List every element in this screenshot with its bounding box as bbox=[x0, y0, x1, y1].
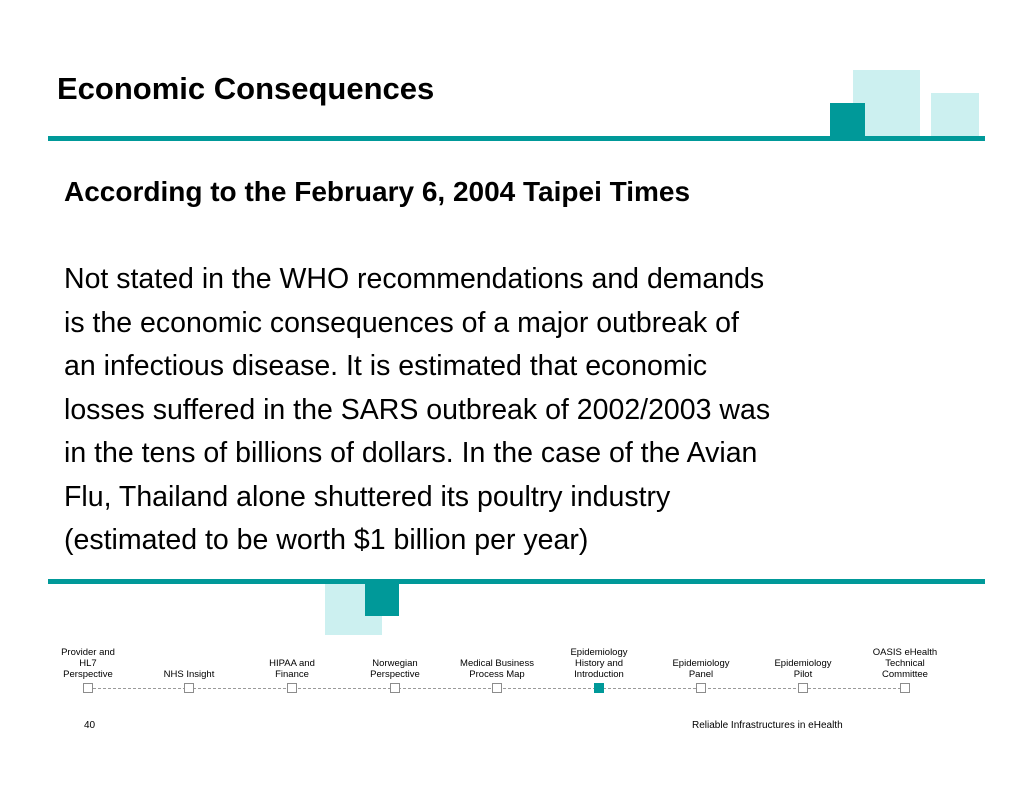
nav-label-medical-business[interactable]: Medical Business Process Map bbox=[447, 644, 547, 680]
nav-label-provider-hl7[interactable]: Provider and HL7 Perspective bbox=[38, 644, 138, 680]
body-paragraph: Not stated in the WHO recommendations an… bbox=[64, 258, 984, 563]
nav-label-line: Finance bbox=[275, 669, 309, 680]
nav-label-line: Pilot bbox=[793, 669, 813, 680]
nav-marker-epidemiology-panel[interactable] bbox=[696, 683, 706, 693]
nav-label-line: Epidemiology bbox=[774, 658, 832, 669]
nav-label-line: Panel bbox=[688, 669, 714, 680]
nav-label-nhs-insight[interactable]: NHS Insight bbox=[139, 644, 239, 680]
nav-label-line: Provider and bbox=[61, 647, 115, 658]
page-number: 40 bbox=[84, 720, 96, 731]
nav-label-line: HIPAA and bbox=[269, 658, 315, 669]
nav-label-line: History and bbox=[574, 658, 624, 669]
body-line: in the tens of billions of dollars. In t… bbox=[64, 437, 758, 469]
nav-label-line: Introduction bbox=[574, 669, 624, 680]
nav-label-line: Perspective bbox=[63, 669, 113, 680]
slide-title: Economic Consequences bbox=[57, 71, 435, 106]
nav-label-hipaa-finance[interactable]: HIPAA and Finance bbox=[242, 644, 342, 680]
slide-subtitle: According to the February 6, 2004 Taipei… bbox=[64, 176, 691, 207]
nav-label-line: Epidemiology bbox=[672, 658, 730, 669]
nav-label-norwegian[interactable]: Norwegian Perspective bbox=[345, 644, 445, 680]
decor-square-teal bbox=[830, 103, 865, 138]
nav-label-epidemiology-panel[interactable]: Epidemiology Panel bbox=[651, 644, 751, 680]
body-line: Flu, Thailand alone shuttered its poultr… bbox=[64, 480, 671, 513]
nav-marker-epidemiology-pilot[interactable] bbox=[798, 683, 808, 693]
nav-label-line: Process Map bbox=[469, 669, 525, 680]
nav-marker-oasis-ehealth[interactable] bbox=[900, 683, 910, 693]
body-line: losses suffered in the SARS outbreak of … bbox=[64, 393, 771, 426]
decor-square-teal-bottom bbox=[365, 582, 399, 616]
nav-marker-norwegian[interactable] bbox=[390, 683, 400, 693]
top-divider bbox=[48, 136, 985, 141]
decor-square-light-small bbox=[931, 93, 979, 138]
footer-caption: Reliable Infrastructures in eHealth bbox=[692, 720, 843, 731]
nav-label-epidemiology-pilot[interactable]: Epidemiology Pilot bbox=[753, 644, 853, 680]
nav-label-line: Technical bbox=[885, 658, 925, 669]
nav-label-line: Norwegian bbox=[372, 658, 418, 669]
nav-marker-epidemiology-history[interactable] bbox=[594, 683, 604, 693]
nav-label-line: Perspective bbox=[370, 669, 420, 680]
nav-label-line: OASIS eHealth bbox=[872, 647, 938, 658]
nav-marker-hipaa-finance[interactable] bbox=[287, 683, 297, 693]
nav-label-line: Epidemiology bbox=[570, 647, 628, 658]
nav-label-line: NHS Insight bbox=[163, 669, 215, 680]
body-line: is the economic consequences of a major … bbox=[64, 306, 739, 339]
bottom-divider bbox=[48, 579, 985, 584]
nav-marker-medical-business[interactable] bbox=[492, 683, 502, 693]
body-line: an infectious disease. It is estimated t… bbox=[64, 350, 708, 382]
nav-marker-nhs-insight[interactable] bbox=[184, 683, 194, 693]
body-line: (estimated to be worth $1 billion per ye… bbox=[64, 524, 589, 556]
body-line: Not stated in the WHO recommendations an… bbox=[64, 263, 765, 295]
nav-label-line: HL7 bbox=[79, 658, 97, 669]
nav-label-line: Committee bbox=[882, 669, 928, 680]
nav-label-epidemiology-history[interactable]: Epidemiology History and Introduction bbox=[549, 644, 649, 680]
nav-marker-provider-hl7[interactable] bbox=[83, 683, 93, 693]
nav-label-line: Medical Business bbox=[460, 658, 534, 669]
nav-label-oasis-ehealth[interactable]: OASIS eHealth Technical Committee bbox=[855, 644, 955, 680]
